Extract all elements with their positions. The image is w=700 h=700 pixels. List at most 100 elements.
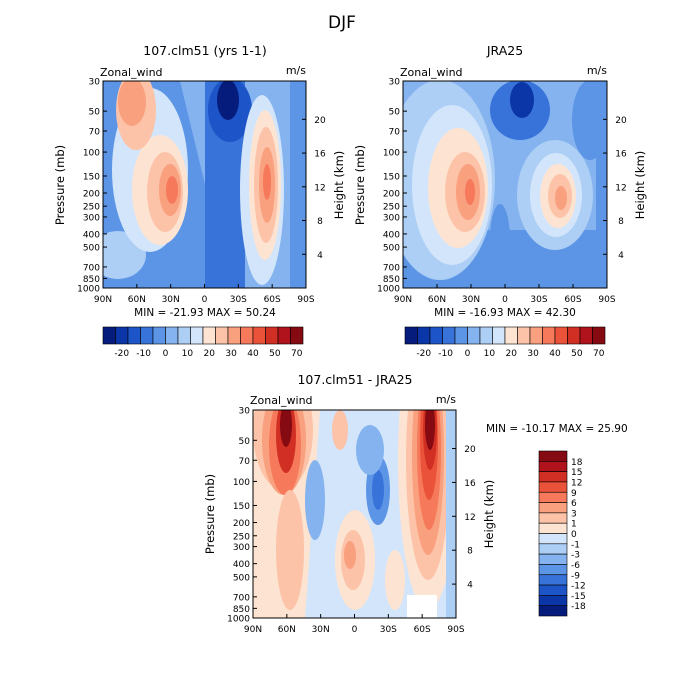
colorbar-label: 15 — [571, 468, 582, 478]
ytick-right-label: 8 — [467, 547, 473, 557]
colorbar-reanalysis: -20 -10 0 10 20 30 40 50 70 — [404, 326, 606, 359]
panel-model-units: m/s — [286, 64, 306, 77]
ytick-label: 100 — [233, 478, 250, 488]
xtick-label: 60S — [264, 295, 281, 305]
colorbar-swatch — [538, 533, 568, 545]
ytick-label: 50 — [89, 108, 101, 118]
colorbar-swatch — [529, 326, 543, 345]
panel-model-variable: Zonal_wind — [100, 66, 163, 79]
colorbar-swatch — [404, 326, 418, 345]
colorbar-label: -20 — [416, 349, 431, 359]
panel-model-xticks: 90N 60N 30N 0 30S 60S 90S — [94, 284, 315, 305]
ytick-label: 300 — [383, 213, 400, 223]
colorbar-swatch — [467, 326, 481, 345]
xtick-label: 90N — [244, 625, 262, 635]
colorbar-swatch — [538, 502, 568, 514]
colorbar-label: 50 — [269, 349, 281, 359]
colorbar-swatch — [538, 481, 568, 493]
colorbar-swatch — [504, 326, 518, 345]
colorbar-label: 40 — [549, 349, 561, 359]
colorbar-swatch — [252, 326, 266, 345]
ytick-right-label: 16 — [464, 479, 476, 489]
colorbar-swatch — [215, 326, 229, 345]
colorbar-swatch — [454, 326, 468, 345]
ytick-label: 70 — [239, 457, 251, 467]
colorbar-swatch — [240, 326, 254, 345]
panel-difference-ylabel-right: Height (km) — [482, 480, 496, 549]
colorbar-swatch — [417, 326, 431, 345]
colorbar-swatch — [177, 326, 191, 345]
colorbar-label: 30 — [225, 349, 237, 359]
ytick-right-label: 12 — [314, 183, 325, 193]
panel-reanalysis-field — [403, 81, 607, 288]
ytick-right-label: 8 — [317, 217, 323, 227]
page-title: DJF — [328, 13, 356, 33]
ytick-right-label: 8 — [618, 217, 624, 227]
ytick-right-label: 12 — [464, 513, 475, 523]
panel-model-ylabel: Pressure (mb) — [53, 145, 67, 225]
colorbar-label: 10 — [484, 349, 496, 359]
colorbar-label: 0 — [571, 530, 577, 540]
ytick-label: 150 — [83, 173, 100, 183]
colorbar-swatch — [538, 605, 568, 617]
ytick-label: 400 — [233, 560, 250, 570]
ytick-label: 500 — [83, 244, 100, 254]
colorbar-swatch — [492, 326, 506, 345]
colorbar-label: 3 — [571, 509, 577, 519]
panel-difference-xticks: 90N 60N 30N 0 30S 60S 90S — [244, 614, 465, 635]
ytick-label: 700 — [383, 263, 400, 273]
colorbar-swatch — [538, 471, 568, 483]
colorbar-swatch — [538, 450, 568, 462]
ytick-right-label: 16 — [615, 150, 627, 160]
colorbar-label: -1 — [571, 540, 580, 550]
colorbar-label: -18 — [571, 602, 586, 612]
xtick-label: 30N — [162, 295, 180, 305]
xtick-label: 90N — [94, 295, 112, 305]
colorbar-label: 12 — [571, 478, 582, 488]
panel-reanalysis: JRA25 Zonal_wind m/s Pressure (mb) Heigh… — [353, 43, 647, 359]
ytick-label: 500 — [383, 244, 400, 254]
xtick-label: 60N — [128, 295, 146, 305]
colorbar-swatch — [538, 512, 568, 524]
ytick-label: 70 — [389, 128, 401, 138]
xtick-label: 60N — [278, 625, 296, 635]
xtick-label: 30S — [230, 295, 247, 305]
colorbar-swatch — [592, 326, 606, 345]
ytick-label: 30 — [89, 78, 101, 88]
ytick-label: 200 — [233, 519, 250, 529]
panel-reanalysis-ylabel-right: Height (km) — [633, 151, 647, 220]
xtick-label: 90S — [447, 625, 464, 635]
ytick-label: 700 — [233, 593, 250, 603]
colorbar-label: 1 — [571, 520, 577, 530]
colorbar-swatch — [277, 326, 291, 345]
xtick-label: 90S — [297, 295, 314, 305]
colorbar-swatch — [265, 326, 279, 345]
ytick-right-label: 20 — [615, 116, 627, 126]
panel-model-field — [103, 81, 306, 288]
colorbar-label: -9 — [571, 571, 580, 581]
colorbar-swatch — [442, 326, 456, 345]
colorbar-swatch — [542, 326, 556, 345]
colorbar-label: 70 — [291, 349, 303, 359]
panel-model-stats: MIN = -21.93 MAX = 50.24 — [134, 307, 276, 319]
colorbar-swatch — [538, 553, 568, 565]
xtick-label: 60S — [564, 295, 581, 305]
panel-difference-stats: MIN = -10.17 MAX = 25.90 — [486, 423, 628, 435]
ytick-label: 100 — [383, 149, 400, 159]
colorbar-swatch — [115, 326, 129, 345]
ytick-right-label: 20 — [314, 116, 326, 126]
colorbar-label: -6 — [571, 561, 580, 571]
panel-reanalysis-stats: MIN = -16.93 MAX = 42.30 — [434, 307, 576, 319]
colorbar-swatch — [127, 326, 141, 345]
colorbar-swatch — [538, 522, 568, 534]
colorbar-label: 0 — [163, 349, 169, 359]
ytick-label: 300 — [233, 543, 250, 553]
xtick-label: 30N — [312, 625, 330, 635]
colorbar-label: 10 — [182, 349, 194, 359]
ytick-right-label: 20 — [464, 445, 476, 455]
ytick-label: 1000 — [77, 285, 100, 295]
colorbar-swatch — [429, 326, 443, 345]
